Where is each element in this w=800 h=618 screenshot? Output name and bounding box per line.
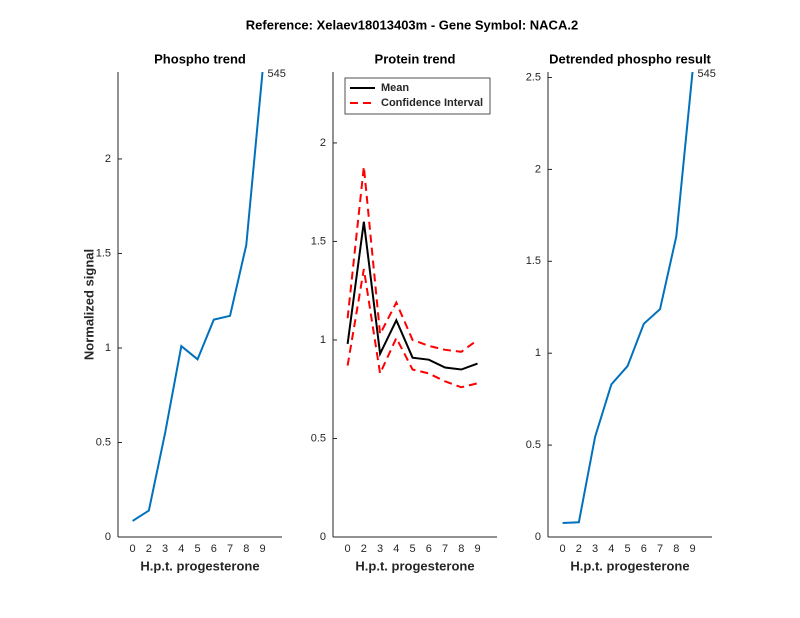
y-tick-label: 1 [535, 347, 541, 359]
x-tick-label: 8 [243, 543, 249, 555]
series-line [562, 71, 694, 525]
x-tick-label: 2 [361, 543, 367, 555]
x-tick-label: 6 [641, 543, 647, 555]
y-tick-label: 0.5 [96, 436, 111, 448]
y-tick-label: 1.5 [526, 255, 541, 267]
x-axis-label: H.p.t. progesterone [140, 558, 259, 573]
y-tick-label: 0 [535, 531, 541, 543]
y-tick-label: 2.5 [526, 71, 541, 83]
x-axis-label: H.p.t. progesterone [570, 558, 689, 573]
x-tick-label: 0 [560, 543, 566, 555]
legend-box [344, 77, 491, 115]
y-tick-label: 2 [535, 163, 541, 175]
series-line [132, 71, 264, 522]
x-tick-label: 4 [178, 543, 184, 555]
x-tick-label: 9 [259, 543, 265, 555]
panel-title: Protein trend [375, 51, 456, 66]
y-tick-label: 1.5 [311, 235, 326, 247]
x-axis-label: H.p.t. progesterone [355, 558, 474, 573]
y-tick-label: 1 [320, 334, 326, 346]
x-tick-label: 7 [657, 543, 663, 555]
y-tick-label: 1 [105, 342, 111, 354]
y-tick-label: 0.5 [526, 439, 541, 451]
x-tick-label: 8 [458, 543, 464, 555]
series-line [346, 166, 479, 353]
y-tick-label: 0.5 [311, 432, 326, 444]
x-tick-label: 4 [608, 543, 614, 555]
x-tick-label: 3 [162, 543, 168, 555]
legend-label: Confidence Interval [381, 97, 483, 109]
x-tick-label: 3 [377, 543, 383, 555]
x-tick-label: 5 [410, 543, 416, 555]
y-tick-label: 0 [320, 531, 326, 543]
panel-title: Phospho trend [154, 51, 246, 66]
y-tick-label: 0 [105, 531, 111, 543]
y-tick-label: 2 [105, 153, 111, 165]
y-tick-label: 2 [320, 137, 326, 149]
x-tick-label: 5 [195, 543, 201, 555]
x-tick-label: 0 [130, 543, 136, 555]
x-tick-label: 8 [673, 543, 679, 555]
y-axis-label: Normalized signal [81, 249, 96, 360]
legend-label: Mean [381, 82, 409, 94]
series-line [346, 221, 478, 371]
annotation: 545 [698, 68, 716, 80]
series-line [346, 268, 478, 389]
x-tick-label: 6 [211, 543, 217, 555]
x-tick-label: 7 [227, 543, 233, 555]
x-tick-label: 0 [345, 543, 351, 555]
x-tick-label: 9 [474, 543, 480, 555]
figure-title: Reference: Xelaev18013403m - Gene Symbol… [246, 17, 578, 32]
panel-title: Detrended phospho result [549, 51, 711, 66]
annotation: 545 [268, 68, 286, 80]
x-tick-label: 3 [592, 543, 598, 555]
x-tick-label: 2 [146, 543, 152, 555]
x-tick-label: 6 [426, 543, 432, 555]
y-tick-label: 1.5 [96, 247, 111, 259]
x-tick-label: 4 [393, 543, 399, 555]
x-tick-label: 9 [689, 543, 695, 555]
x-tick-label: 5 [625, 543, 631, 555]
x-tick-label: 2 [576, 543, 582, 555]
x-tick-label: 7 [442, 543, 448, 555]
